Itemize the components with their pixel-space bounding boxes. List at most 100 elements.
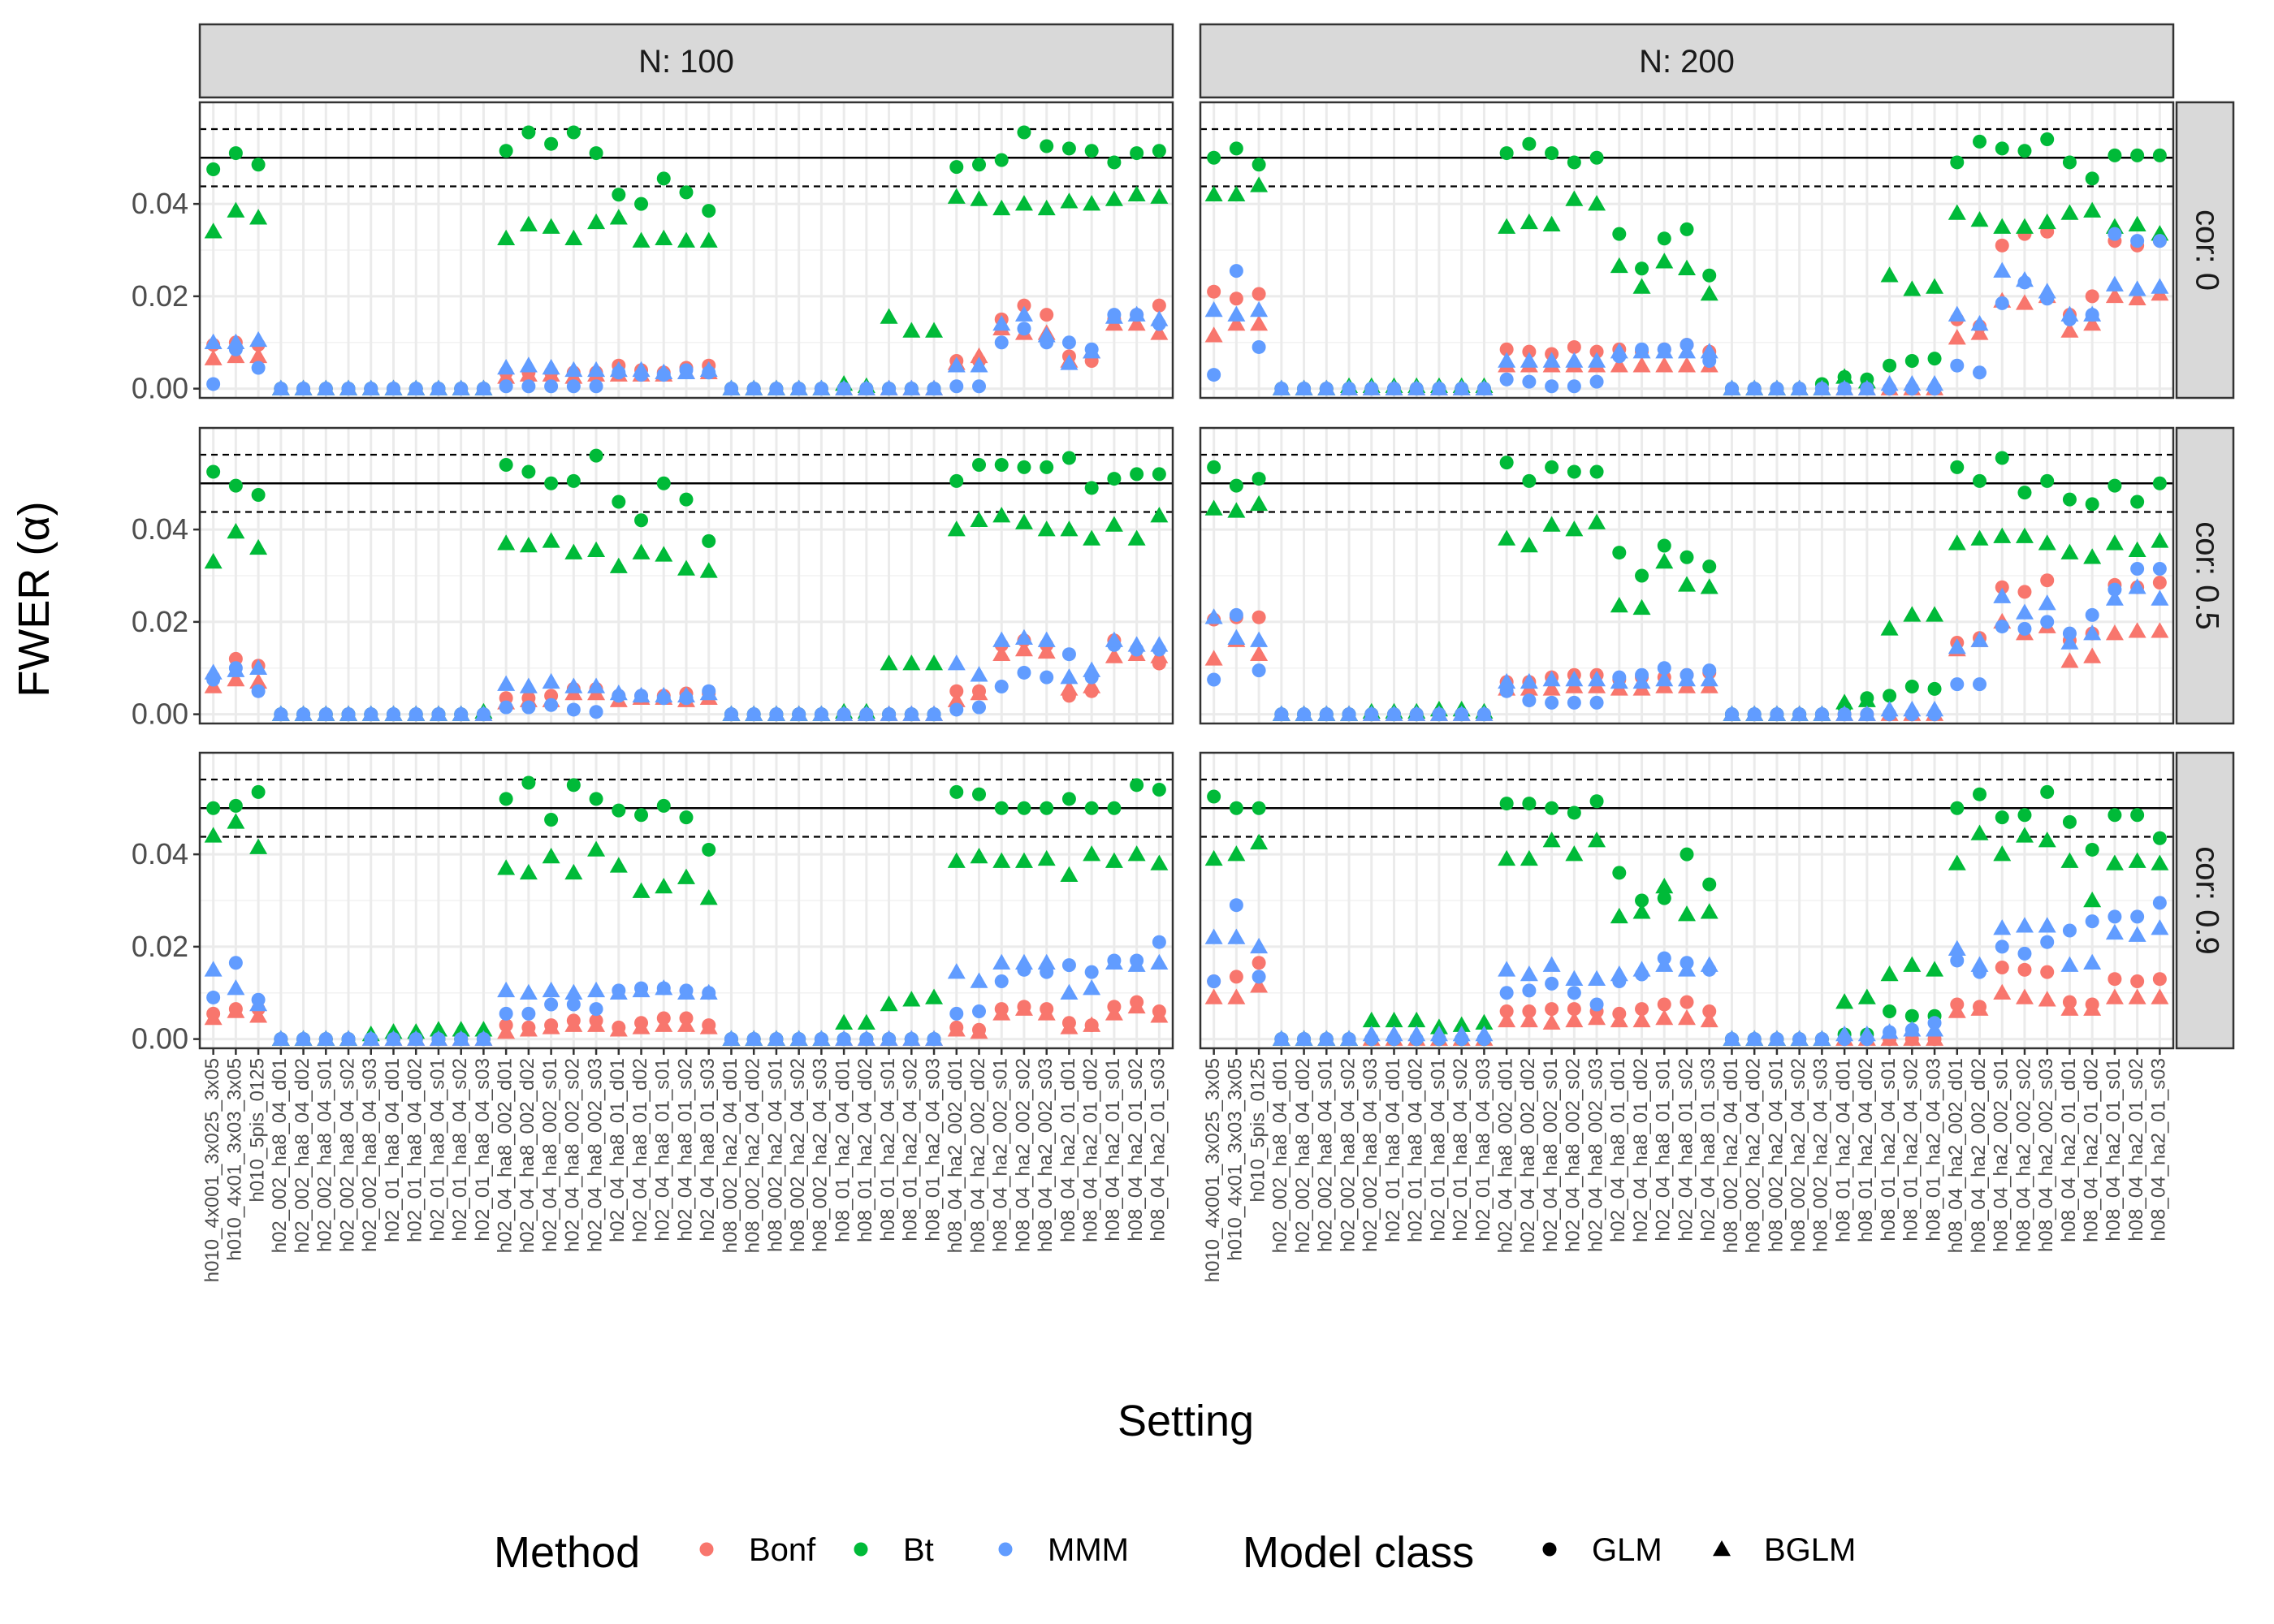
- data-point: [1150, 854, 1169, 870]
- data-point: [228, 956, 243, 970]
- data-point: [1993, 218, 2012, 234]
- data-point: [2128, 988, 2146, 1004]
- data-point: [1252, 158, 1266, 172]
- data-point: [1272, 1030, 1290, 1046]
- data-point: [634, 808, 649, 823]
- y-tick-label: 0.00: [132, 698, 188, 731]
- y-tick-label: 0.02: [132, 930, 188, 963]
- data-point: [1657, 538, 1671, 553]
- legend: Method Bonf Bt MMM Model class GLM BGLM: [494, 1528, 1856, 1577]
- data-point: [521, 775, 536, 790]
- data-point: [2038, 831, 2056, 848]
- data-point: [294, 705, 313, 721]
- data-point: [925, 654, 944, 671]
- data-point: [789, 705, 808, 721]
- x-tick-label: h02_002_ha8_04_s01: [1315, 1058, 1337, 1252]
- data-point: [227, 201, 245, 218]
- data-point: [1407, 379, 1426, 395]
- data-point: [1152, 935, 1166, 949]
- data-point: [1060, 668, 1079, 685]
- data-point: [2128, 215, 2146, 231]
- data-point: [609, 685, 628, 701]
- data-point: [429, 379, 447, 395]
- data-point: [589, 1002, 603, 1017]
- data-point: [251, 487, 266, 502]
- data-point: [1657, 997, 1671, 1012]
- data-point: [1017, 801, 1031, 815]
- data-point: [1565, 970, 1584, 986]
- x-tick-label: h02_04_ha8_002_s03: [584, 1058, 606, 1252]
- data-point: [1061, 958, 1076, 973]
- data-point: [2038, 283, 2056, 299]
- x-tick-label: h08_002_ha2_04_s01: [1765, 1058, 1787, 1252]
- data-point: [2083, 315, 2102, 331]
- data-point: [2105, 590, 2124, 606]
- data-point: [1150, 953, 1169, 970]
- data-point: [1995, 810, 2009, 825]
- facet-strip-row-label: cor: 0.5: [2189, 521, 2224, 629]
- data-point: [1657, 661, 1671, 676]
- data-point: [1993, 983, 2012, 1000]
- facet-strip-col-1: N: 200: [1199, 23, 2175, 99]
- x-tick-label: h02_04_ha8_002_s02: [1563, 1058, 1584, 1252]
- data-point: [1948, 329, 1966, 345]
- data-point: [925, 379, 944, 395]
- data-point: [1127, 315, 1146, 331]
- data-point: [609, 209, 628, 225]
- data-point: [1017, 322, 1031, 336]
- data-point: [655, 877, 673, 894]
- legend-key: [998, 1542, 1013, 1557]
- data-point: [994, 153, 1009, 167]
- x-tick-label: h010_5pis_0125: [246, 1058, 268, 1203]
- data-point: [2085, 914, 2099, 929]
- data-point: [2130, 495, 2145, 509]
- y-tick-label: 0.02: [132, 279, 188, 313]
- data-point: [566, 778, 581, 793]
- data-point: [1227, 988, 1246, 1004]
- data-point: [1105, 852, 1123, 868]
- data-point: [1227, 315, 1246, 331]
- data-point: [2083, 548, 2102, 564]
- legend-key: [854, 1542, 868, 1557]
- data-point: [1084, 481, 1099, 495]
- data-point: [1229, 970, 1243, 984]
- data-point: [564, 1016, 583, 1032]
- data-point: [880, 654, 898, 671]
- data-point: [1127, 845, 1146, 862]
- data-point: [1250, 977, 1269, 993]
- data-point: [227, 661, 245, 677]
- data-point: [2015, 270, 2034, 287]
- facet-strip-col-bg: [198, 23, 1174, 99]
- data-point: [970, 685, 988, 701]
- facet-strip-row-2: cor: 0.9: [2175, 751, 2235, 1050]
- data-point: [1970, 824, 1989, 840]
- data-point: [1317, 705, 1336, 721]
- data-point: [1635, 261, 1649, 276]
- x-tick-label: h08_04_ha2_01_s02: [1125, 1058, 1147, 1242]
- data-point: [2105, 275, 2124, 292]
- data-point: [1227, 928, 1246, 944]
- data-point: [722, 705, 741, 721]
- data-point: [587, 361, 606, 378]
- data-point: [1204, 326, 1223, 343]
- data-point: [2060, 652, 2079, 668]
- data-point: [1835, 693, 1854, 710]
- data-point: [609, 361, 628, 378]
- x-tick-label: h08_002_ha2_04_s03: [1810, 1058, 1832, 1252]
- data-point: [1655, 1009, 1674, 1026]
- data-point: [1973, 677, 1987, 692]
- x-tick-label: h08_04_ha2_01_s03: [2148, 1058, 2170, 1242]
- data-point: [1037, 642, 1056, 659]
- legend-key: [1542, 1542, 1557, 1557]
- data-point: [1680, 995, 1694, 1009]
- x-tick-label: h08_01_ha2_04_d01: [1832, 1058, 1854, 1242]
- data-point: [612, 803, 626, 818]
- x-tick-label: h08_01_ha2_04_s03: [1922, 1058, 1944, 1242]
- data-point: [1105, 308, 1123, 324]
- panel-border: [1199, 426, 2175, 725]
- data-point: [1790, 379, 1809, 395]
- facet-strip-row-0: cor: 0: [2175, 101, 2235, 400]
- data-point: [1610, 965, 1628, 982]
- data-point: [1317, 379, 1336, 395]
- data-point: [1083, 661, 1101, 677]
